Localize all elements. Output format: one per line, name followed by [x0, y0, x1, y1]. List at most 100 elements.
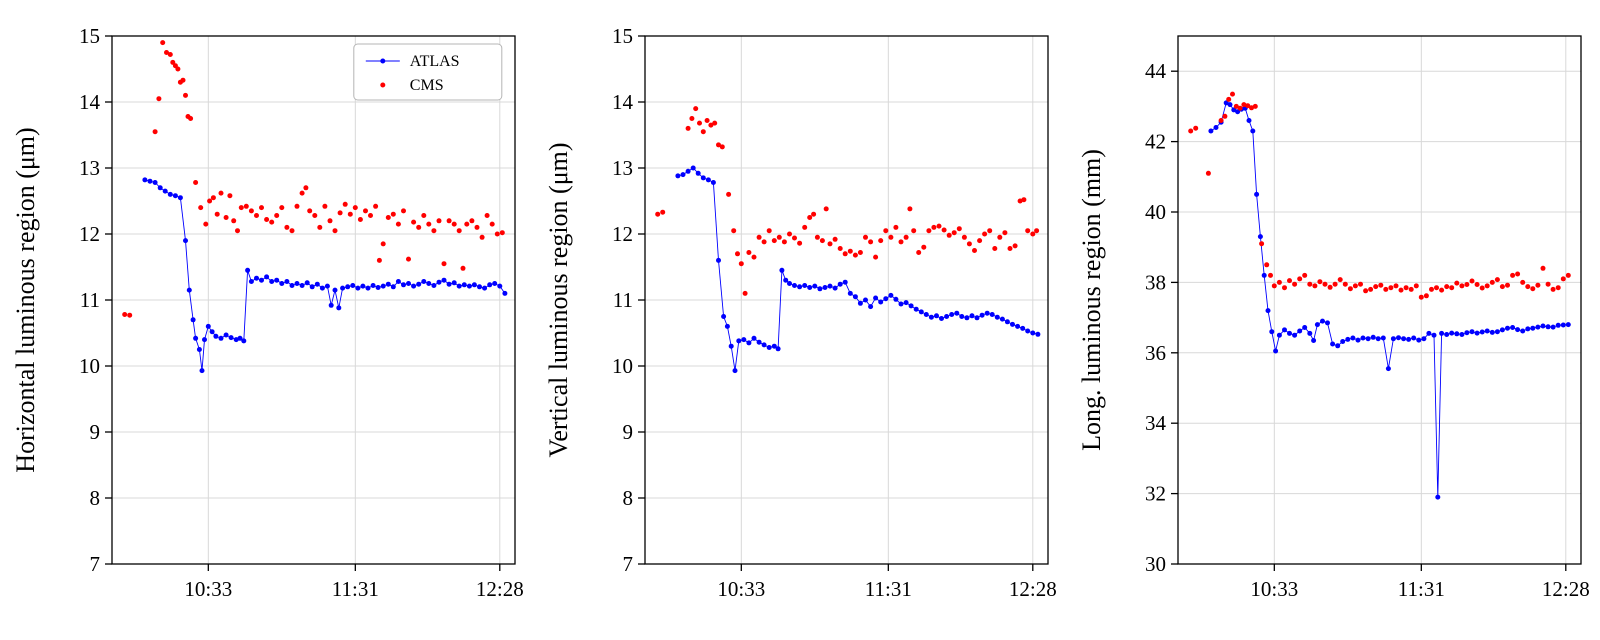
data-point	[175, 66, 181, 72]
data-point	[460, 265, 466, 271]
data-point	[494, 231, 500, 237]
data-point	[883, 296, 889, 302]
data-point	[857, 300, 863, 306]
data-point	[406, 281, 411, 286]
data-point	[781, 239, 787, 245]
data-point	[1479, 285, 1485, 291]
x-axis: 10:33 11:31 12:28	[717, 564, 1057, 601]
legend-atlas-label: ATLAS	[410, 53, 460, 70]
data-point	[1327, 284, 1333, 290]
data-point	[797, 240, 803, 246]
data-point	[660, 209, 666, 215]
data-point	[314, 281, 320, 287]
y-axis: 30 32 34 36 38 40 42 44	[1145, 59, 1178, 576]
data-point	[446, 218, 452, 224]
data-point	[1426, 330, 1432, 336]
data-point	[469, 218, 475, 224]
data-point	[243, 203, 249, 209]
data-point	[1499, 327, 1505, 333]
data-point	[812, 283, 818, 289]
data-point	[837, 246, 843, 251]
data-point	[241, 338, 247, 344]
data-point	[923, 312, 929, 317]
x-tick-label: 11:31	[332, 577, 379, 601]
chart-vertical-luminous-region: 7 8 9 10 11 12 13 14 15 10:33 11:31 12:28 Vertical l…	[533, 0, 1066, 640]
data-point	[1459, 283, 1465, 289]
data-point	[436, 279, 442, 285]
data-point	[852, 294, 858, 300]
data-point	[817, 286, 823, 292]
data-point	[499, 230, 505, 236]
data-point	[689, 116, 695, 121]
data-point	[1261, 272, 1267, 278]
x-tick-label: 12:28	[1009, 577, 1057, 601]
data-point	[903, 300, 909, 306]
data-point	[994, 314, 1000, 320]
data-point	[946, 232, 952, 238]
data-point	[304, 280, 310, 286]
data-point	[1444, 284, 1450, 290]
data-point	[1454, 280, 1460, 286]
data-point	[471, 282, 477, 288]
data-point	[352, 205, 358, 211]
data-point	[710, 180, 716, 185]
data-point	[1035, 331, 1041, 337]
data-point	[1365, 336, 1371, 342]
data-point	[1030, 231, 1036, 237]
data-point	[209, 329, 215, 335]
data-point	[365, 285, 371, 291]
data-point	[202, 337, 207, 343]
data-point	[1007, 246, 1013, 251]
x-axis: 10:33 11:31 12:28	[1250, 564, 1590, 601]
data-point	[792, 283, 797, 288]
y-tick-label: 38	[1145, 270, 1166, 294]
data-point	[213, 333, 219, 339]
data-point	[1292, 281, 1298, 287]
data-point	[1555, 285, 1561, 291]
data-point	[248, 208, 254, 214]
data-point	[1390, 336, 1396, 342]
data-point	[1246, 118, 1252, 123]
data-point	[1540, 323, 1546, 329]
data-point	[461, 282, 467, 288]
data-point	[167, 52, 173, 57]
y-tick-label: 9	[90, 420, 101, 444]
data-point	[1383, 286, 1389, 292]
data-point	[1312, 283, 1318, 289]
data-point	[926, 228, 932, 234]
data-point	[1535, 282, 1541, 288]
data-point	[956, 226, 962, 232]
data-point	[704, 118, 710, 123]
plot-frame	[1177, 35, 1582, 565]
data-point	[1413, 283, 1419, 289]
data-point	[1252, 103, 1258, 109]
data-point	[492, 281, 498, 286]
data-point	[1002, 230, 1008, 236]
data-point	[1227, 102, 1233, 108]
data-point	[888, 292, 894, 298]
data-point	[705, 177, 711, 183]
data-point	[497, 283, 503, 289]
legend-atlas-marker-icon	[380, 58, 386, 64]
data-point	[1345, 336, 1351, 342]
legend-box	[353, 43, 503, 101]
data-point	[903, 234, 909, 240]
data-point	[1494, 277, 1500, 283]
data-point	[147, 178, 153, 184]
data-point	[1322, 281, 1328, 287]
data-point	[944, 314, 950, 319]
data-point	[482, 285, 488, 291]
data-point	[299, 190, 305, 196]
data-point	[802, 283, 808, 288]
data-point	[863, 234, 868, 240]
data-point	[1017, 198, 1023, 204]
y-axis: 7 8 9 10 11 12 13 14 15	[79, 24, 112, 576]
data-point	[936, 223, 942, 229]
data-point	[756, 234, 762, 240]
series-line	[1210, 102, 1569, 498]
data-point	[731, 228, 737, 234]
data-point	[1004, 319, 1010, 325]
data-point	[269, 219, 275, 225]
data-point	[1530, 325, 1536, 331]
data-point	[716, 142, 721, 148]
